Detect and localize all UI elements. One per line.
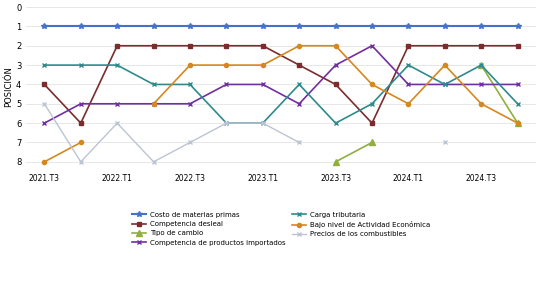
Line: Carga tributaria: Carga tributaria [42, 63, 520, 126]
Competencia desleal [260, 44, 266, 48]
Competencia desleal [78, 121, 84, 125]
Competencia desleal [333, 83, 339, 86]
Costo de materias primas [187, 25, 193, 28]
Line: Precios de los combustibles: Precios de los combustibles [42, 101, 302, 164]
Competencia de productos importados [187, 102, 193, 106]
Precios de los combustibles [187, 141, 193, 144]
Costo de materias primas [442, 25, 448, 28]
Costo de materias primas [223, 25, 230, 28]
Precios de los combustibles [78, 160, 84, 164]
Competencia desleal [114, 44, 120, 48]
Competencia desleal [296, 63, 302, 67]
Precios de los combustibles [114, 121, 120, 125]
Carga tributaria [515, 102, 521, 106]
Carga tributaria [478, 63, 484, 67]
Competencia de productos importados [114, 102, 120, 106]
Competencia de productos importados [442, 83, 448, 86]
Carga tributaria [114, 63, 120, 67]
Y-axis label: POSICIÓN: POSICIÓN [4, 67, 13, 107]
Competencia desleal [41, 83, 48, 86]
Costo de materias primas [405, 25, 411, 28]
Carga tributaria [223, 121, 230, 125]
Competencia desleal [442, 44, 448, 48]
Carga tributaria [41, 63, 48, 67]
Carga tributaria [296, 83, 302, 86]
Precios de los combustibles [296, 141, 302, 144]
Line: Competencia de productos importados: Competencia de productos importados [42, 43, 520, 126]
Line: Competencia desleal: Competencia desleal [42, 44, 519, 125]
Costo de materias primas [333, 25, 339, 28]
Costo de materias primas [478, 25, 484, 28]
Competencia desleal [515, 44, 521, 48]
Competencia desleal [405, 44, 411, 48]
Tipo de cambio [369, 141, 375, 144]
Line: Costo de materias primas: Costo de materias primas [42, 24, 521, 29]
Competencia desleal [478, 44, 484, 48]
Costo de materias primas [296, 25, 302, 28]
Competencia de productos importados [78, 102, 84, 106]
Carga tributaria [78, 63, 84, 67]
Competencia de productos importados [296, 102, 302, 106]
Bajo nivel de Actividad Económica [78, 141, 84, 144]
Costo de materias primas [150, 25, 157, 28]
Costo de materias primas [114, 25, 120, 28]
Competencia de productos importados [260, 83, 266, 86]
Legend: Costo de materias primas, Competencia desleal, Tipo de cambio, Competencia de pr: Costo de materias primas, Competencia de… [130, 209, 432, 248]
Competencia de productos importados [515, 83, 521, 86]
Competencia de productos importados [150, 102, 157, 106]
Precios de los combustibles [41, 102, 48, 106]
Competencia de productos importados [41, 121, 48, 125]
Competencia desleal [369, 121, 375, 125]
Costo de materias primas [369, 25, 375, 28]
Competencia de productos importados [223, 83, 230, 86]
Carga tributaria [150, 83, 157, 86]
Costo de materias primas [41, 25, 48, 28]
Competencia de productos importados [369, 44, 375, 48]
Line: Tipo de cambio: Tipo de cambio [333, 140, 375, 164]
Bajo nivel de Actividad Económica [41, 160, 48, 164]
Precios de los combustibles [260, 121, 266, 125]
Carga tributaria [369, 102, 375, 106]
Costo de materias primas [78, 25, 84, 28]
Carga tributaria [260, 121, 266, 125]
Competencia desleal [150, 44, 157, 48]
Carga tributaria [442, 83, 448, 86]
Tipo de cambio [333, 160, 339, 164]
Precios de los combustibles [150, 160, 157, 164]
Carga tributaria [405, 63, 411, 67]
Competencia desleal [187, 44, 193, 48]
Carga tributaria [333, 121, 339, 125]
Competencia desleal [223, 44, 230, 48]
Precios de los combustibles [223, 121, 230, 125]
Line: Bajo nivel de Actividad Económica: Bajo nivel de Actividad Económica [42, 140, 83, 164]
Carga tributaria [187, 83, 193, 86]
Costo de materias primas [260, 25, 266, 28]
Competencia de productos importados [333, 63, 339, 67]
Competencia de productos importados [478, 83, 484, 86]
Competencia de productos importados [405, 83, 411, 86]
Costo de materias primas [515, 25, 521, 28]
